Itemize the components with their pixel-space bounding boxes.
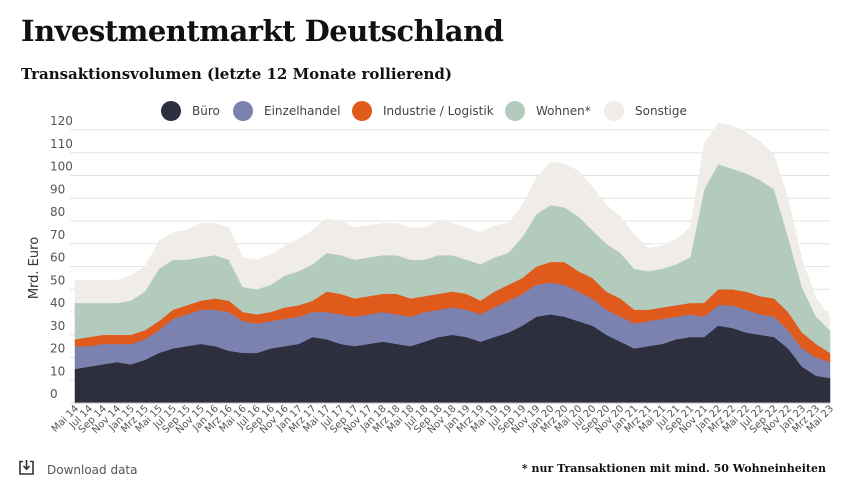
chart-subtitle: Transaktionsvolumen (letzte 12 Monate ro… [21, 65, 452, 83]
legend-swatch-einzelhandel [233, 101, 253, 121]
legend-label-einzelhandel: Einzelhandel [264, 104, 341, 118]
y-tick-label-100: 100 [50, 160, 73, 174]
y-tick-label-60: 60 [50, 251, 65, 265]
legend-swatch-industrie-logistik [352, 101, 372, 121]
legend-swatch-wohnen [505, 101, 525, 121]
download-data-button[interactable]: Download data [18, 459, 138, 480]
y-tick-label-20: 20 [50, 342, 65, 356]
page-title: Investmentmarkt Deutschland [21, 14, 504, 48]
legend-item-wohnen[interactable]: Wohnen* [505, 99, 591, 123]
y-tick-label-10: 10 [50, 364, 65, 378]
legend-label-sonstige: Sonstige [635, 104, 687, 118]
y-tick-label-30: 30 [50, 319, 65, 333]
legend-swatch-sonstige [604, 101, 624, 121]
chart-legend: Büro Einzelhandel Industrie / Logistik W… [0, 99, 850, 123]
legend-item-industrie-logistik[interactable]: Industrie / Logistik [352, 99, 494, 123]
legend-item-einzelhandel[interactable]: Einzelhandel [233, 99, 340, 123]
y-tick-label-90: 90 [50, 182, 65, 196]
area-sonstige [74, 122, 831, 331]
legend-label-buero: Büro [192, 104, 220, 118]
legend-label-industrie-logistik: Industrie / Logistik [383, 104, 494, 118]
footnote: * nur Transaktionen mit mind. 50 Wohnein… [521, 462, 826, 475]
legend-item-sonstige[interactable]: Sonstige [604, 99, 687, 123]
legend-swatch-buero [161, 101, 181, 121]
legend-item-buero[interactable]: Büro [161, 99, 220, 123]
y-axis-label: Mrd. Euro [27, 237, 42, 299]
y-tick-label-50: 50 [50, 273, 65, 287]
y-tick-label-70: 70 [50, 228, 65, 242]
download-data-label: Download data [47, 462, 138, 477]
y-tick-label-80: 80 [50, 205, 65, 219]
legend-label-wohnen: Wohnen* [536, 104, 591, 118]
y-tick-label-120: 120 [50, 114, 73, 128]
y-tick-label-40: 40 [50, 296, 65, 310]
y-tick-label-110: 110 [50, 137, 73, 151]
y-tick-label-0: 0 [50, 387, 58, 401]
download-icon [18, 459, 35, 480]
